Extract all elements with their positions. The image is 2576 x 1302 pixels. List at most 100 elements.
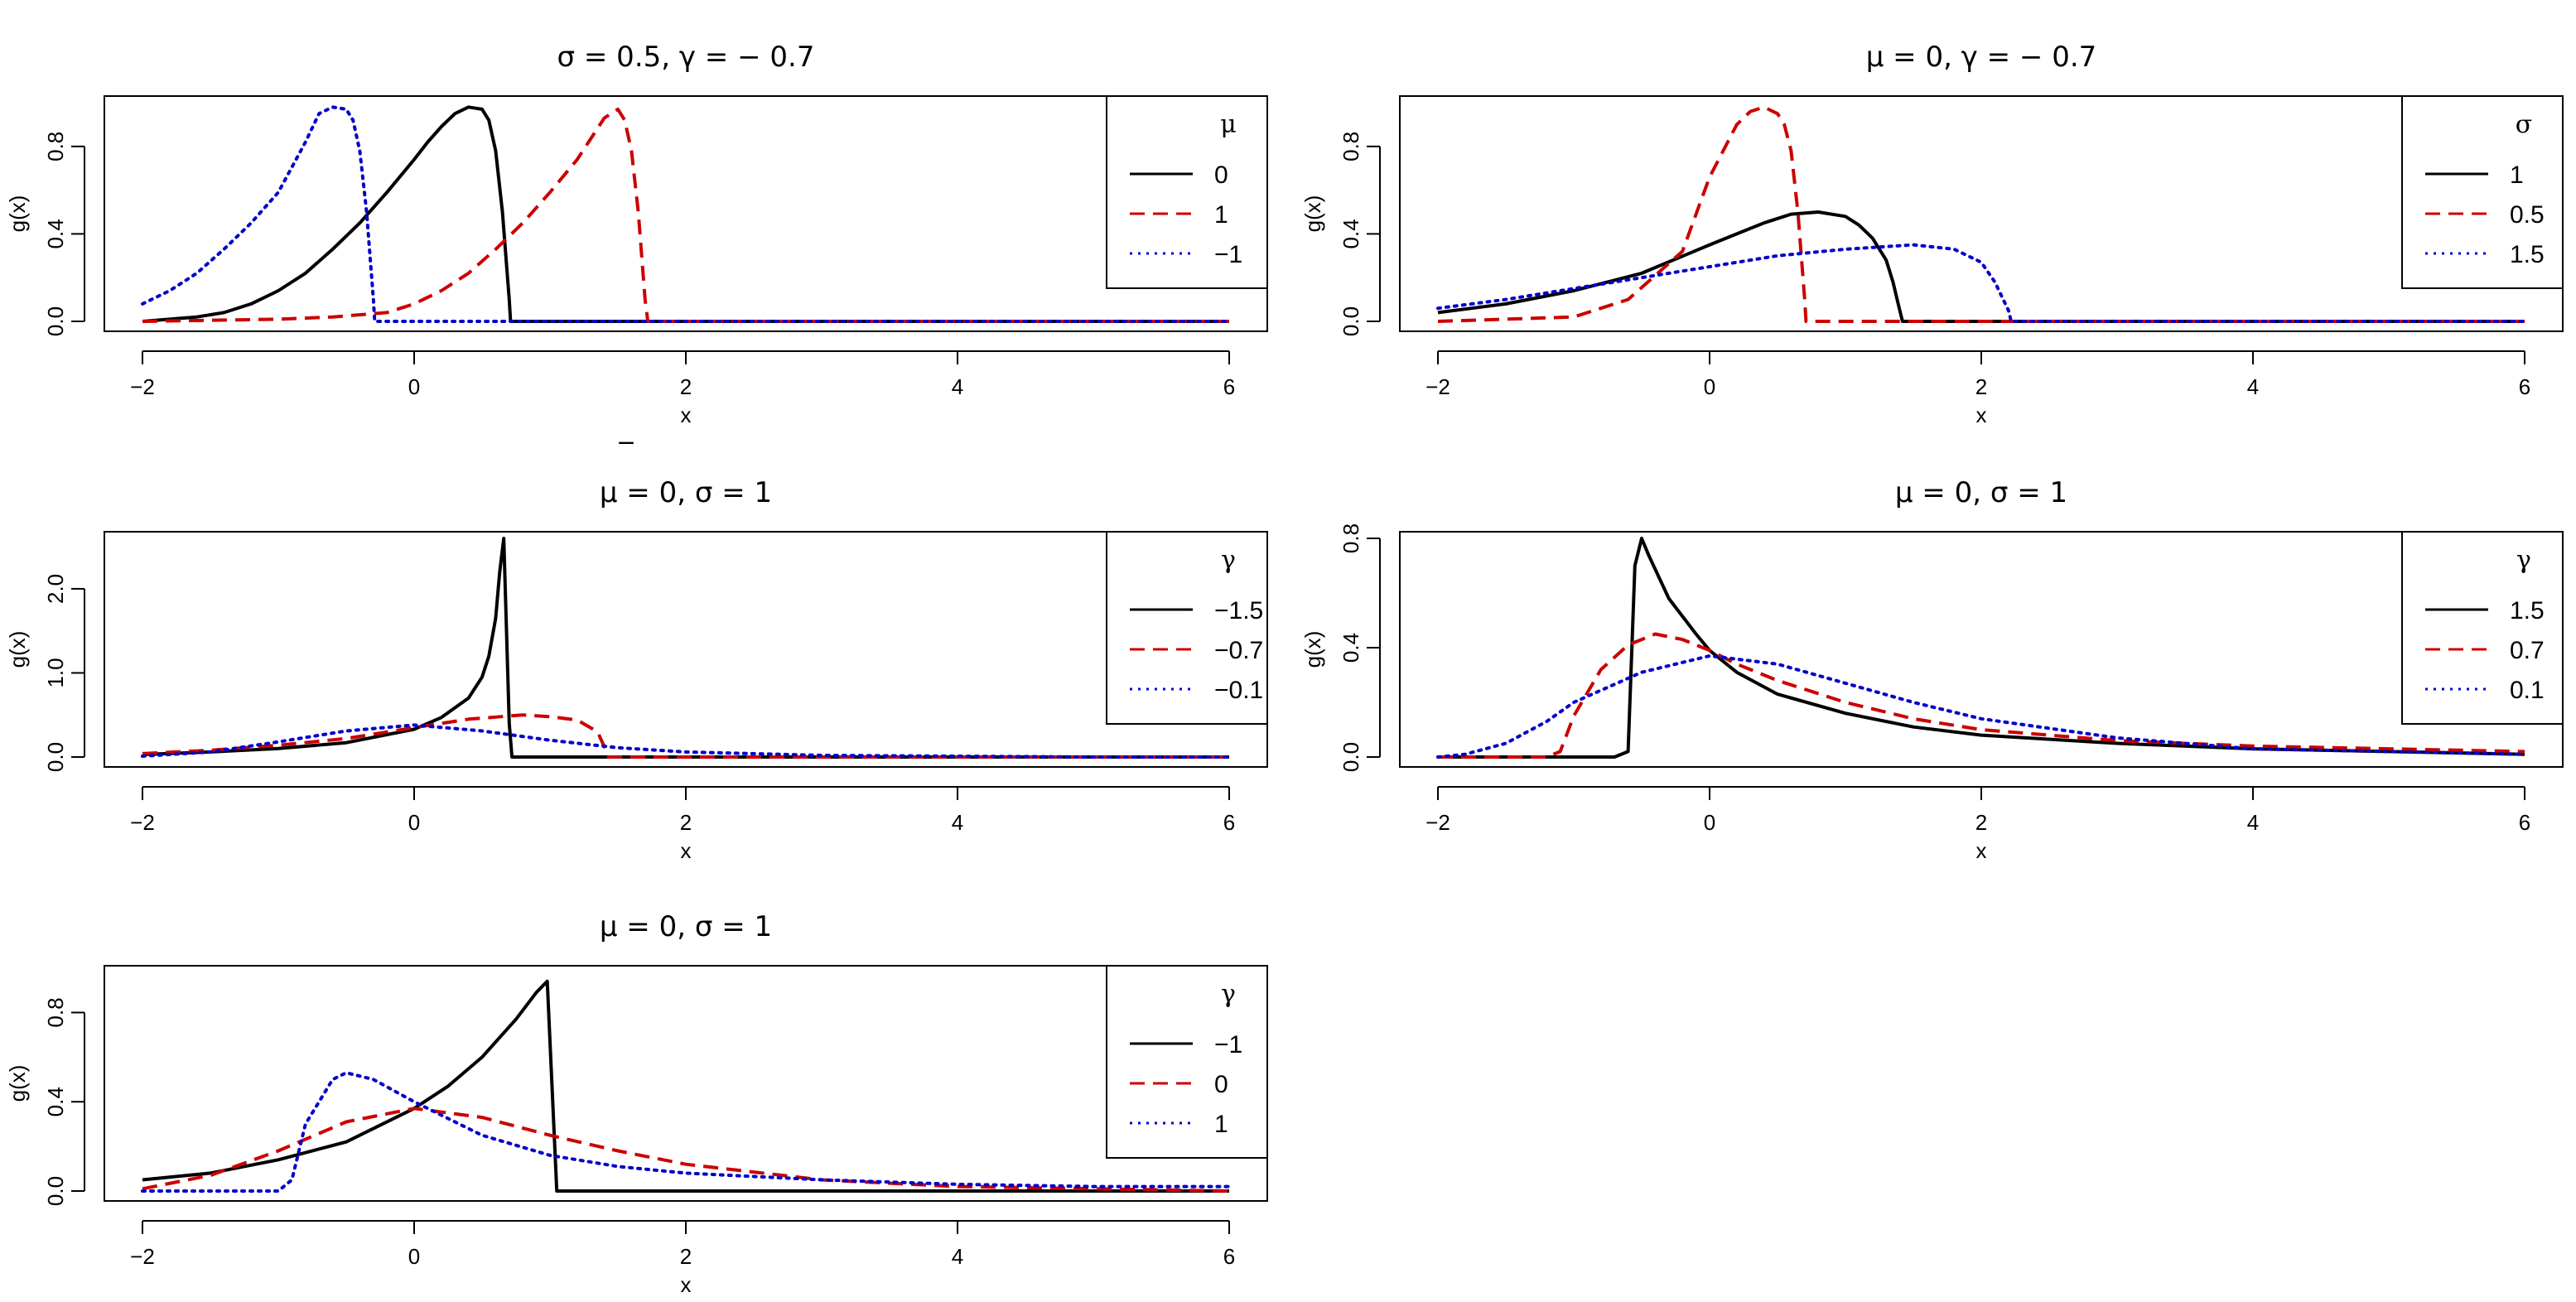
x-tick-label: 6 [2519,374,2530,399]
x-tick-label: 4 [952,374,963,399]
x-tick-label: 0 [1704,810,1715,835]
y-axis-label: g(x) [1300,631,1325,668]
x-axis-label: x [681,838,692,863]
legend: γ −1.5 −0.7 −0.1 [1106,531,1268,725]
legend-entry-label: 1 [1214,201,1228,229]
legend-title: μ [1220,110,1237,139]
legend: μ 0 1 −1 [1106,95,1268,289]
y-tick-label: 0.8 [1339,132,1363,162]
x-tick-label: 2 [680,810,692,835]
x-tick-label: 6 [2519,810,2530,835]
x-tick-label: 2 [680,1244,692,1269]
legend-entry-label: −1 [1214,241,1242,268]
y-tick-label: 2.0 [43,574,68,604]
legend-entry-label: −1.5 [1214,597,1263,624]
plot-frame [104,95,1268,332]
chart-panel-3: μ = 0, σ = 1 −2 0 2 4 6 x 0.0 1.0 2.0 g(x) γ −1.5 −0.… [5,476,1268,863]
legend-entry-label: 0.5 [2510,201,2545,229]
legend-entry-label: 1.5 [2510,597,2545,624]
chart-title: μ = 0, σ = 1 [600,476,772,509]
series-line-3 [1436,243,2526,323]
legend-title: γ [1221,980,1236,1009]
legend-title: σ [2516,110,2532,139]
legend-box [1106,531,1268,725]
x-tick-label: 2 [1975,810,1987,835]
legend-entry-label: 1 [1214,1111,1228,1138]
x-tick-label: 6 [1223,810,1235,835]
series-line-1 [1437,210,2525,323]
y-axis-label: g(x) [5,631,30,668]
legend: γ −1 0 1 [1106,965,1268,1159]
legend-entry-label: 0.1 [2510,677,2545,704]
y-tick-label: 0.4 [43,219,68,248]
x-tick-label: 4 [952,1244,963,1269]
y-tick-label: 0.0 [1339,306,1363,336]
series-line-3 [1436,653,2526,759]
legend-entry-label: −0.1 [1214,677,1263,704]
x-axis-label: x [681,403,692,427]
y-tick-label: 0.4 [1339,219,1363,248]
y-tick-label: 0.0 [43,306,68,336]
legend-entry-label: −0.7 [1214,637,1263,664]
series-line-3 [141,723,1231,759]
x-tick-label: −2 [130,1244,155,1269]
x-tick-label: 4 [2247,810,2259,835]
plot-frame [1399,531,2564,768]
chart-panel-2: μ = 0, γ = − 0.7 −2 0 2 4 6 x 0.0 0.4 0.8 g(x) σ 1 0.… [1300,41,2564,427]
x-tick-label: −2 [130,374,155,399]
series-line-1 [142,537,1229,759]
x-tick-label: 2 [1975,374,1987,399]
x-axis-label: x [681,1272,692,1297]
legend-box [1106,965,1268,1159]
chart-title: μ = 0, σ = 1 [1895,476,2067,509]
y-axis-label: g(x) [5,1065,30,1102]
x-axis-label: x [1976,403,1987,427]
y-tick-label: 0.0 [1339,742,1363,772]
series-line-1 [1438,537,2525,759]
series-line-3 [141,1071,1231,1193]
y-axis-label: g(x) [5,195,30,233]
legend-box [1106,95,1268,289]
chart-panel-5: μ = 0, σ = 1 −2 0 2 4 6 x 0.0 0.4 0.8 g(x) γ −1 0 1 [5,910,1268,1297]
series-line-2 [1438,632,2525,759]
x-tick-label: 0 [1704,374,1715,399]
y-tick-label: 0.0 [43,1176,68,1206]
y-tick-label: 0.8 [43,997,68,1027]
x-tick-label: 0 [408,810,420,835]
plot-frame [104,531,1268,768]
legend-entry-label: 0.7 [2510,637,2545,664]
legend-entry-label: −1 [1214,1031,1242,1058]
x-tick-label: 6 [1223,1244,1235,1269]
legend-title: γ [2516,546,2531,575]
y-axis-label: g(x) [1300,195,1325,233]
y-tick-label: 0.8 [43,132,68,162]
chart-panel-1: σ = 0.5, γ = − 0.7 −2 0 2 4 6 x 0.0 0.4 0.8 g(x) μ 0… [5,41,1268,427]
legend: γ 1.5 0.7 0.1 [2401,531,2564,725]
series-line-1 [142,979,1229,1193]
stray-mark: _ [619,412,634,445]
y-tick-label: 0.4 [43,1087,68,1116]
y-tick-label: 0.0 [43,742,68,772]
series-line-3 [141,105,1231,323]
x-tick-label: 4 [952,810,963,835]
legend-title: γ [1221,546,1236,575]
x-tick-label: 6 [1223,374,1235,399]
y-tick-label: 0.8 [1339,523,1363,553]
chart-title: σ = 0.5, γ = − 0.7 [557,41,815,74]
x-tick-label: 0 [408,1244,420,1269]
chart-title: μ = 0, σ = 1 [600,910,772,943]
x-tick-label: −2 [1425,810,1450,835]
series-line-2 [142,1107,1230,1193]
x-tick-label: −2 [1425,374,1450,399]
x-tick-label: 4 [2247,374,2259,399]
x-axis-label: x [1976,838,1987,863]
series-line-1 [142,105,1229,323]
series-line-2 [142,713,1229,759]
y-tick-label: 0.4 [1339,633,1363,663]
legend-box [2401,531,2564,725]
chart-title: μ = 0, γ = − 0.7 [1866,41,2097,74]
legend-box [2401,95,2564,289]
x-tick-label: 0 [408,374,420,399]
legend: σ 1 0.5 1.5 [2401,95,2564,289]
